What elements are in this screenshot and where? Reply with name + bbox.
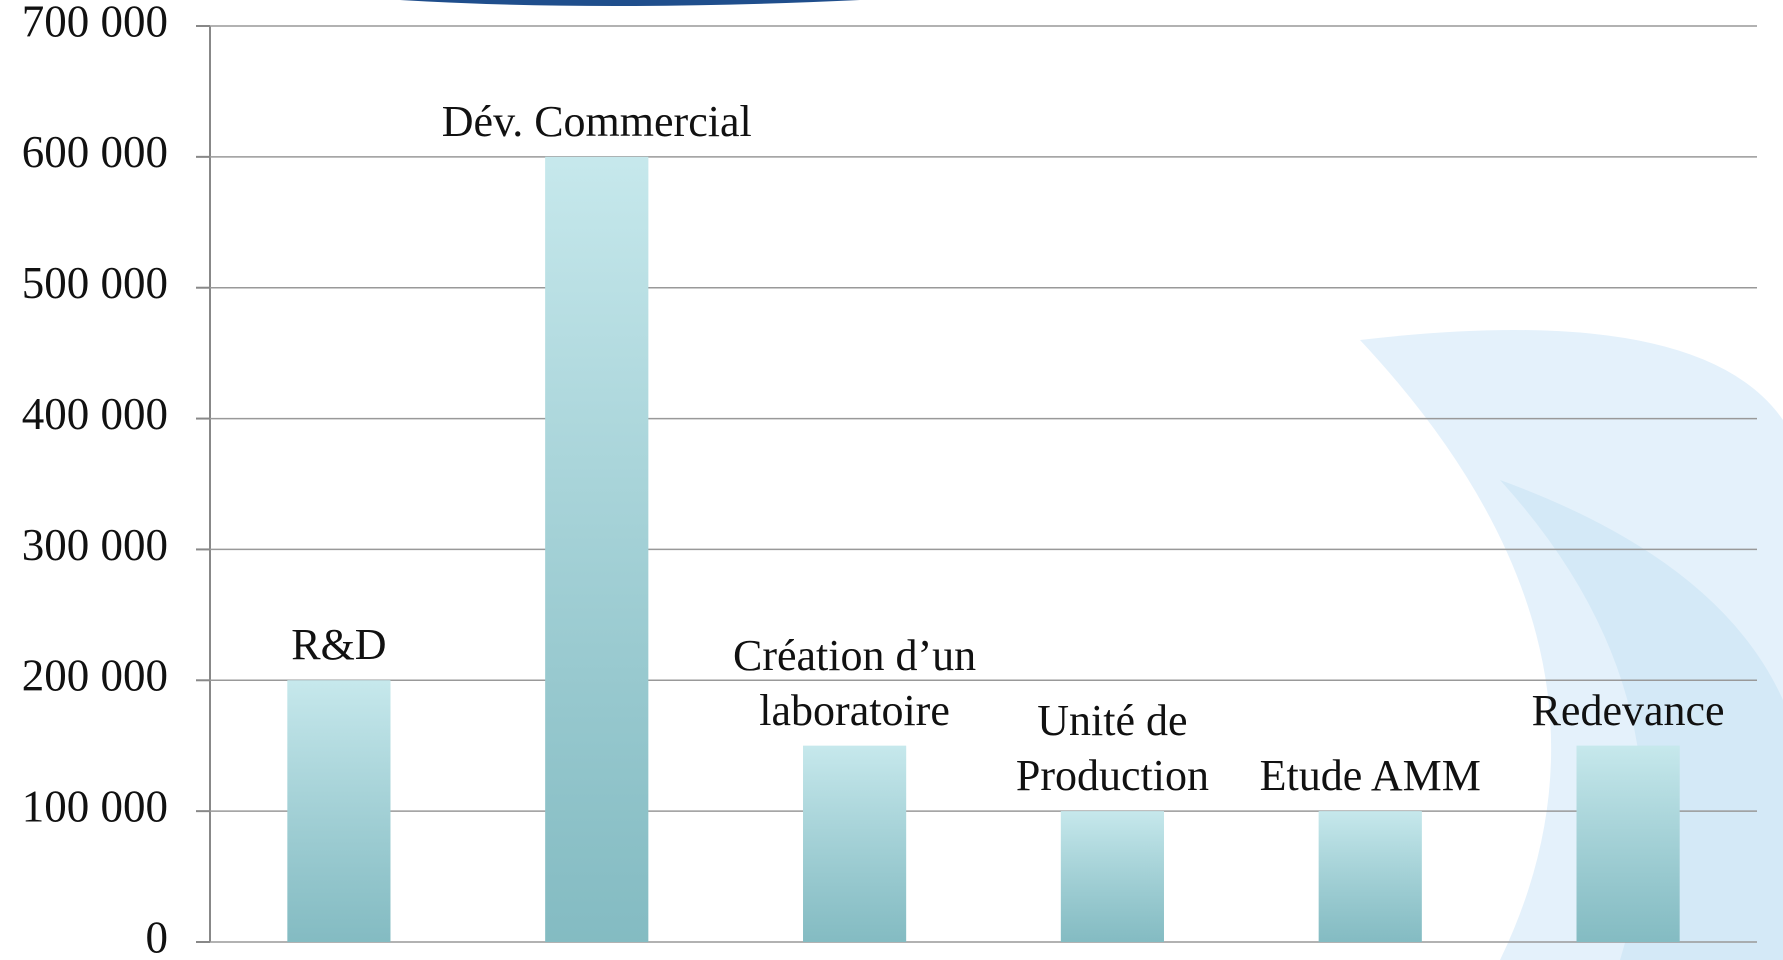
bar-group: [287, 680, 391, 942]
bar-shade: [1060, 811, 1164, 942]
bar-group: [545, 156, 649, 942]
bar-group: [1576, 745, 1680, 942]
y-tick-label: 200 000: [22, 651, 168, 701]
category-label: R&D: [291, 620, 387, 670]
y-tick-label: 600 000: [22, 127, 168, 177]
bar-shade: [803, 745, 907, 942]
bar-group: [1318, 811, 1422, 942]
y-tick-label: 500 000: [22, 258, 168, 308]
y-tick-label: 100 000: [22, 781, 168, 831]
bar-shade: [1576, 745, 1680, 942]
y-tick-label: 700 000: [22, 0, 168, 46]
decor-swoosh: [1500, 480, 1783, 960]
decor-band: [400, 0, 860, 6]
bar-shade: [287, 680, 391, 942]
y-tick-label: 0: [146, 912, 169, 960]
category-label: Création d’un laboratoire: [732, 630, 977, 735]
category-label: Etude AMM: [1259, 751, 1481, 801]
bar-group: [1060, 811, 1164, 942]
y-tick-label: 400 000: [22, 389, 168, 439]
bar-shade: [1318, 811, 1422, 942]
y-tick-label: 300 000: [22, 520, 168, 570]
category-label: Dév. Commercial: [441, 96, 752, 146]
category-label: Redevance: [1531, 685, 1725, 735]
category-label: Unité de Production: [1015, 696, 1209, 801]
bar-group: [803, 745, 907, 942]
bar-shade: [545, 156, 649, 942]
